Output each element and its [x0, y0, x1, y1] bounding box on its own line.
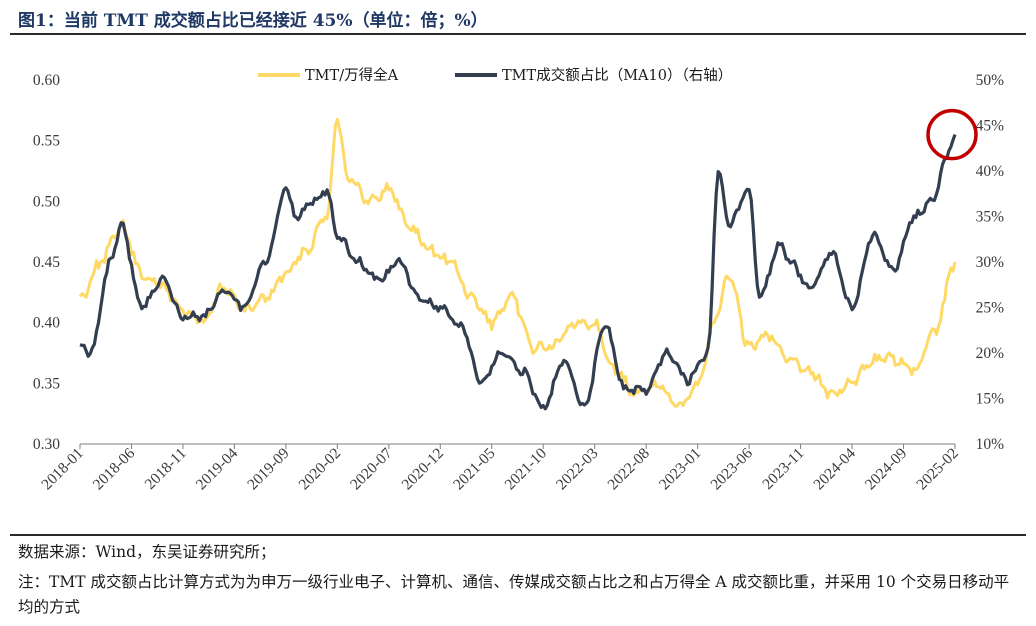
x-tick-label: 2025-02 — [913, 445, 962, 494]
x-tick-label: 2018-06 — [90, 445, 139, 494]
chart-legend: TMT/万得全A TMT成交额占比（MA10）（右轴） — [258, 66, 732, 84]
x-tick-label: 2020-12 — [399, 445, 448, 494]
x-tick-label: 2019-04 — [193, 445, 242, 494]
y-left-tick-label: 0.55 — [33, 133, 60, 150]
x-tick-label: 2020-07 — [347, 445, 396, 494]
source-rule — [10, 534, 1026, 536]
x-tick-label: 2024-04 — [810, 445, 859, 494]
x-tick-label: 2024-09 — [862, 445, 911, 494]
x-tick-label: 2018-11 — [142, 445, 190, 493]
legend-label-ratio: TMT/万得全A — [305, 66, 399, 84]
series-line-ratio — [78, 117, 957, 408]
y-right-tick-label: 25% — [976, 300, 1005, 317]
x-tick-label: 2023-06 — [707, 445, 756, 494]
y-right-tick-label: 20% — [976, 345, 1005, 362]
x-tick-label: 2019-09 — [244, 445, 293, 494]
y-left-tick-label: 0.45 — [33, 254, 60, 271]
y-right-tick-label: 50% — [976, 72, 1005, 89]
y-left-tick-label: 0.40 — [33, 315, 60, 332]
y-left-tick-label: 0.30 — [33, 436, 60, 453]
x-tick-label: 2023-01 — [656, 445, 705, 494]
y-right-tick-label: 45% — [976, 118, 1005, 135]
title-rule — [10, 33, 1026, 35]
chart: 0.30 0.35 0.40 0.45 0.50 0.55 0.60 10% 15% 20% 25%… — [33, 66, 1005, 494]
y-left-tick-label: 0.60 — [33, 72, 60, 89]
x-tick-label: 2022-08 — [604, 445, 653, 494]
y-right-tick-label: 40% — [976, 163, 1005, 180]
y-right-tick-label: 35% — [976, 209, 1005, 226]
x-tick-label: 2020-02 — [296, 445, 345, 494]
source-note: 数据来源：Wind，东吴证券研究所； — [18, 543, 276, 561]
x-tick-label: 2021-10 — [502, 445, 551, 494]
footnote: 注：TMT 成交额占比计算方式为为申万一级行业电子、计算机、通信、传媒成交额占比… — [18, 573, 1010, 616]
chart-series — [78, 117, 957, 411]
x-tick-label: 2022-03 — [553, 445, 602, 494]
y-right-tick-label: 10% — [976, 436, 1005, 453]
x-tick-label: 2021-05 — [450, 445, 499, 494]
series-line-share — [79, 134, 957, 411]
legend-label-share: TMT成交额占比（MA10）（右轴） — [502, 66, 732, 84]
figure-title: 图1：当前 TMT 成交额占比已经接近 45%（单位：倍；%） — [18, 11, 488, 31]
y-right-tick-label: 30% — [976, 254, 1005, 271]
y-right-tick-label: 15% — [976, 391, 1005, 408]
y-left-tick-label: 0.50 — [33, 193, 60, 210]
x-tick-label: 2023-11 — [759, 445, 807, 493]
latest-value-highlight-circle — [926, 108, 978, 161]
y-left-tick-label: 0.35 — [33, 375, 60, 392]
